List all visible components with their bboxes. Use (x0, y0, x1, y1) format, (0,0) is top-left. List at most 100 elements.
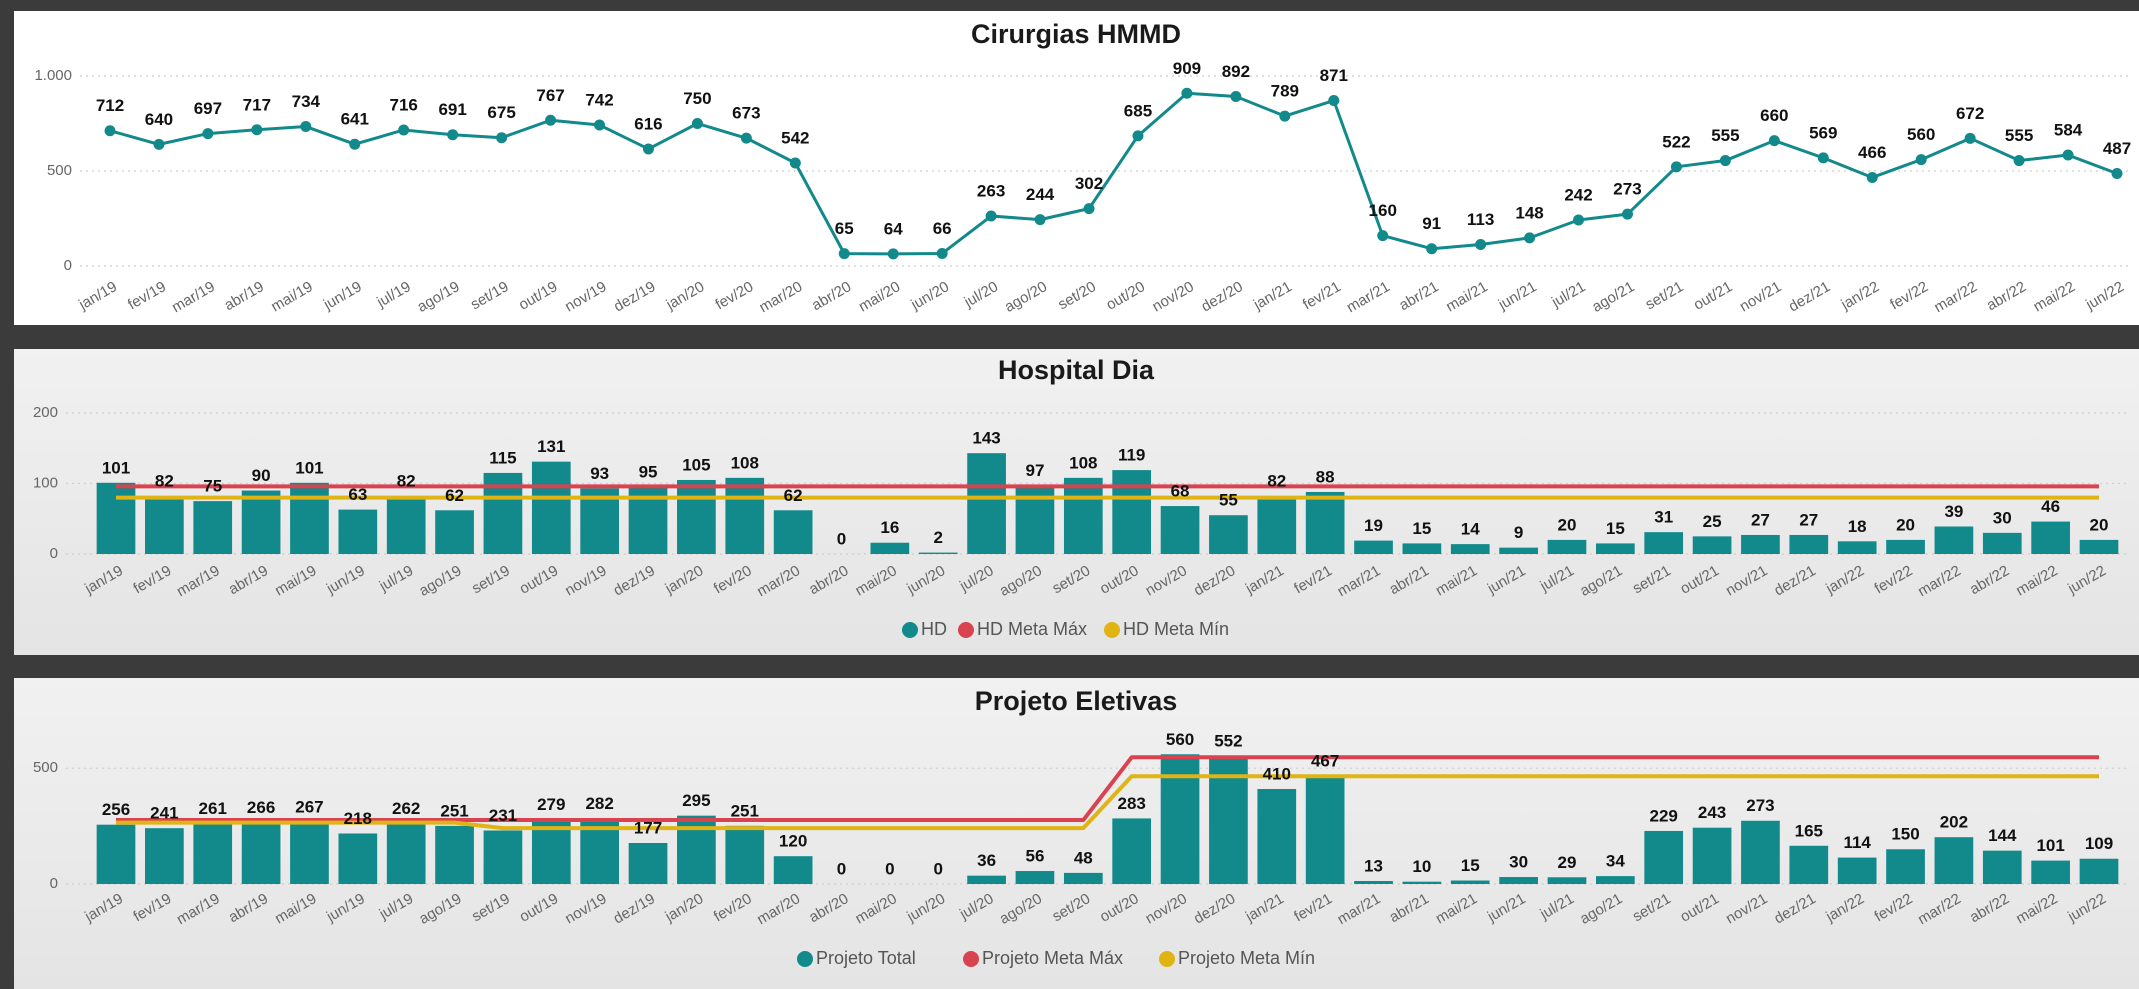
chart-title: Projeto Eletivas (975, 686, 1178, 716)
data-label: 29 (1558, 853, 1577, 872)
data-label: 20 (1896, 515, 1915, 534)
data-label: 82 (1267, 472, 1286, 491)
bar (1886, 539, 1925, 554)
data-label: 10 (1412, 857, 1431, 876)
bar (386, 496, 426, 554)
marker (1768, 135, 1780, 147)
data-label: 542 (781, 129, 809, 148)
data-label: 148 (1515, 203, 1543, 222)
marker (104, 125, 116, 137)
y-tick-label: 0 (50, 545, 58, 562)
bar (193, 501, 233, 554)
marker (594, 119, 606, 131)
data-label: 62 (784, 486, 803, 505)
data-label: 555 (1711, 126, 1739, 145)
data-label: 113 (1467, 210, 1494, 229)
bar (1692, 827, 1732, 884)
bar (628, 842, 668, 884)
data-label: 584 (2054, 121, 2083, 140)
bar (1837, 857, 1877, 884)
bar (1934, 837, 1974, 884)
bar (1934, 526, 1974, 554)
data-label: 105 (682, 455, 710, 474)
data-label: 75 (203, 477, 222, 496)
data-label: 101 (295, 458, 323, 477)
bar (145, 828, 184, 884)
data-label: 90 (252, 466, 271, 485)
y-tick-label: 0 (50, 875, 58, 892)
data-label: 410 (1263, 765, 1291, 784)
data-label: 131 (537, 437, 565, 456)
data-label: 266 (247, 798, 275, 817)
marker (936, 247, 948, 259)
line (116, 755, 2099, 823)
bar (1886, 849, 1925, 884)
marker (1964, 132, 1976, 144)
bar (1644, 830, 1684, 884)
marker (2013, 155, 2025, 167)
bar (1112, 470, 1152, 554)
data-label: 263 (977, 182, 1005, 201)
bar (1015, 871, 1055, 884)
marker (1426, 243, 1438, 255)
line (116, 774, 2099, 831)
data-label: 48 (1074, 848, 1093, 867)
data-label: 691 (438, 100, 466, 119)
data-label: 20 (1558, 515, 1577, 534)
data-label: 62 (445, 486, 464, 505)
data-label: 892 (1222, 62, 1250, 81)
data-label: 282 (585, 794, 613, 813)
data-label: 63 (348, 485, 367, 504)
bar (2031, 860, 2070, 884)
bar (773, 510, 813, 554)
bar (241, 822, 281, 884)
bar (1450, 880, 1490, 884)
data-label: 673 (732, 104, 760, 123)
marker (642, 143, 654, 155)
data-label: 97 (1025, 461, 1044, 480)
data-label: 202 (1940, 813, 1968, 832)
legend-label: Projeto Meta Máx (982, 948, 1123, 968)
marker (1817, 152, 1829, 164)
marker (985, 210, 997, 222)
data-label: 466 (1858, 143, 1886, 162)
bar (1063, 872, 1103, 884)
bar (2079, 539, 2119, 554)
marker (2111, 167, 2123, 179)
bar (435, 510, 474, 554)
bar (1499, 547, 1538, 554)
data-label: 2 (933, 528, 942, 547)
marker (1915, 154, 1927, 166)
marker (545, 114, 557, 126)
bar (193, 823, 233, 884)
data-label: 467 (1311, 751, 1339, 770)
legend-label: HD Meta Mín (1123, 619, 1229, 639)
data-label: 109 (2085, 834, 2113, 853)
data-label: 93 (590, 464, 609, 483)
data-label: 144 (1988, 826, 2017, 845)
bar (531, 461, 571, 554)
data-label: 82 (155, 472, 174, 491)
bar (1354, 540, 1393, 554)
legend-swatch (902, 622, 918, 638)
marker (1132, 130, 1144, 142)
marker (691, 118, 703, 129)
chart-title: Cirurgias HMMD (971, 19, 1181, 49)
bar (1789, 534, 1829, 554)
bar (338, 509, 378, 554)
marker (1083, 203, 1095, 215)
marker (300, 121, 312, 133)
chart-title: Hospital Dia (998, 355, 1155, 385)
data-label: 909 (1173, 59, 1201, 78)
marker (1670, 161, 1682, 173)
marker (1866, 171, 1878, 183)
data-label: 767 (536, 86, 564, 105)
legend-label: Projeto Total (816, 948, 916, 968)
legend-swatch (958, 622, 974, 638)
data-label: 18 (1848, 517, 1867, 536)
bar (1305, 775, 1345, 884)
data-label: 242 (1564, 186, 1592, 205)
data-label: 262 (392, 799, 420, 818)
marker (838, 248, 850, 260)
